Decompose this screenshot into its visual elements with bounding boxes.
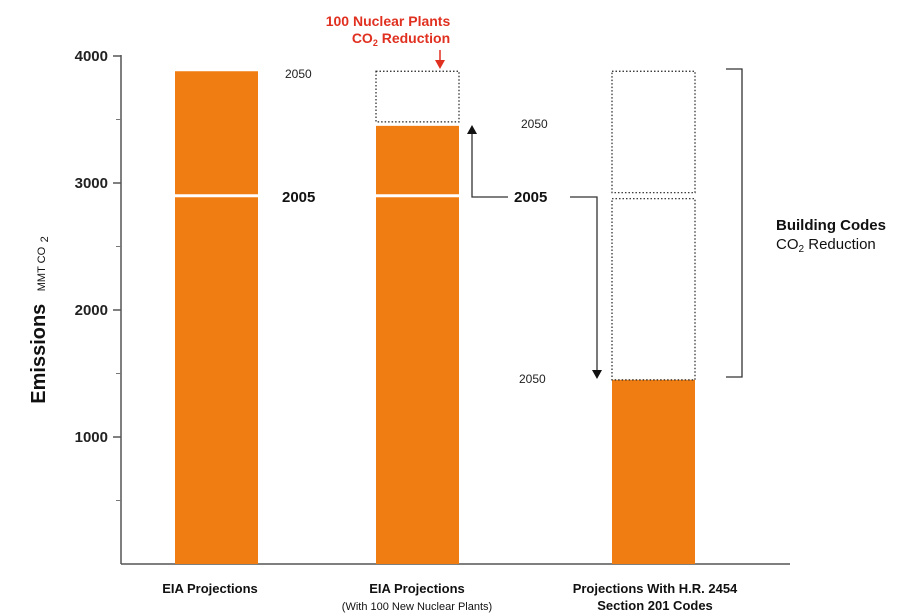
bar1-2005-label: 2005 (282, 189, 315, 206)
category-label-2: EIA Projections (369, 581, 465, 596)
y-axis-title: Emissions MMT CO 2 (28, 236, 51, 403)
bar-1 (175, 71, 258, 565)
y-minor-ticks (116, 119, 121, 501)
category-labels: EIA Projections EIA Projections (With 100 … (162, 581, 738, 613)
bar-2 (376, 125, 459, 564)
right-connector-arrow (570, 196, 598, 372)
nuclear-reduction-text: Reduction (378, 30, 450, 46)
right-arrow-head (592, 370, 602, 379)
y-tick-label: 4000 (75, 48, 108, 65)
category-label-1: EIA Projections (162, 581, 258, 596)
category-sublabel-2: (With 100 New Nuclear Plants) (342, 601, 492, 613)
category-label-3: Projections With H.R. 2454 (573, 581, 738, 596)
y-tick-label: 1000 (75, 429, 108, 446)
middle-2005-label: 2005 (514, 189, 547, 206)
svg-text:Emissions MMT CO 2: Emissions MMT CO 2 (28, 236, 51, 403)
bar-2-reduction (375, 70, 460, 123)
nuclear-co-subscript: 2 (373, 38, 378, 48)
y-axis-unit: MMT CO (36, 246, 48, 291)
nuclear-co-text: CO (352, 30, 373, 46)
y-tick-label: 2000 (75, 302, 108, 319)
building-codes-line1: Building Codes (776, 217, 886, 234)
nuclear-annotation-line2: CO2 Reduction (352, 30, 450, 48)
building-co-text: CO (776, 236, 799, 253)
building-co-subscript: 2 (799, 244, 805, 255)
building-reduction-text: Reduction (804, 236, 876, 253)
left-arrow-head (467, 125, 477, 134)
y-tick-label: 3000 (75, 175, 108, 192)
bar3-2050-label: 2050 (519, 372, 546, 386)
left-connector-arrow (471, 132, 508, 198)
building-codes-line2: CO2 Reduction (776, 236, 876, 255)
bar-3-reduction-upper (611, 70, 696, 194)
y-axis-unit-subscript: 2 (39, 236, 51, 242)
bar-3 (612, 379, 695, 564)
bar1-2050-label: 2050 (285, 67, 312, 81)
nuclear-arrow-head (435, 60, 445, 69)
bar-3-reduction-lower (611, 198, 696, 381)
y-ticks: 4000 3000 2000 1000 (75, 48, 121, 446)
category-sublabel-3: Section 201 Codes (597, 598, 713, 613)
bar3-top-2050-label: 2050 (521, 117, 548, 131)
bars-group (174, 70, 696, 565)
nuclear-annotation-line1: 100 Nuclear Plants (326, 13, 451, 29)
building-codes-bracket (726, 68, 743, 378)
y-axis-label: Emissions (28, 304, 50, 404)
